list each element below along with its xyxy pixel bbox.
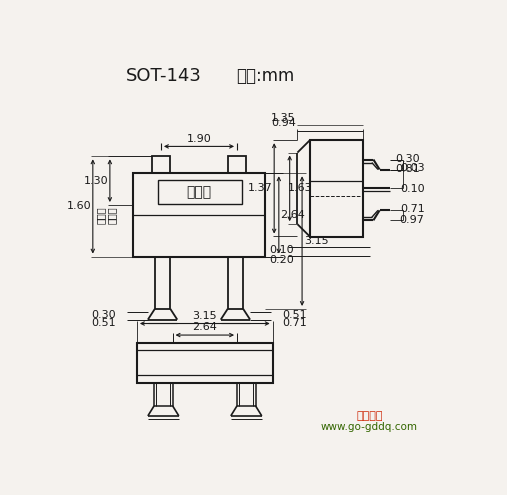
Text: 0.71: 0.71: [400, 204, 424, 214]
Bar: [158, 180, 242, 204]
Text: 测型値: 测型値: [96, 206, 105, 224]
Bar: [133, 173, 265, 256]
Text: 1.37: 1.37: [248, 183, 273, 194]
Bar: [228, 256, 243, 309]
Text: 1.30: 1.30: [84, 176, 108, 186]
Text: SOT-143: SOT-143: [126, 67, 202, 85]
Text: 3.15: 3.15: [304, 236, 329, 246]
Text: 1.63: 1.63: [288, 183, 313, 194]
Text: 0.94: 0.94: [271, 118, 296, 128]
Bar: [155, 256, 170, 309]
Text: 0.10: 0.10: [400, 184, 424, 194]
Bar: [152, 156, 170, 173]
Bar: [310, 140, 363, 237]
Text: 0.30: 0.30: [395, 154, 420, 164]
Text: 0.71: 0.71: [282, 318, 307, 328]
Text: 典型値: 典型値: [106, 206, 117, 224]
Text: 0.51: 0.51: [282, 310, 307, 320]
Text: www.go-gddq.com: www.go-gddq.com: [321, 422, 418, 432]
Text: 广电器网: 广电器网: [356, 411, 383, 421]
Text: 单位:mm: 单位:mm: [236, 67, 294, 85]
Text: 0.20: 0.20: [269, 254, 294, 265]
Bar: [237, 383, 256, 406]
Text: 0.97: 0.97: [400, 214, 424, 225]
Text: 1.60: 1.60: [66, 201, 91, 211]
Text: 典型値: 典型値: [187, 185, 211, 199]
Text: 0.03: 0.03: [400, 163, 424, 173]
Text: 1.35: 1.35: [271, 113, 296, 123]
Text: 0.81: 0.81: [395, 164, 420, 174]
Text: 3.15: 3.15: [193, 311, 217, 321]
Text: 2.64: 2.64: [192, 322, 218, 332]
Bar: [228, 156, 246, 173]
Text: 2.64: 2.64: [280, 210, 305, 220]
Text: 0.30: 0.30: [91, 310, 116, 320]
Text: 0.51: 0.51: [91, 318, 116, 328]
Bar: [154, 383, 173, 406]
Text: 0.10: 0.10: [269, 246, 294, 255]
Text: 1.90: 1.90: [187, 134, 211, 144]
Bar: [137, 343, 273, 383]
